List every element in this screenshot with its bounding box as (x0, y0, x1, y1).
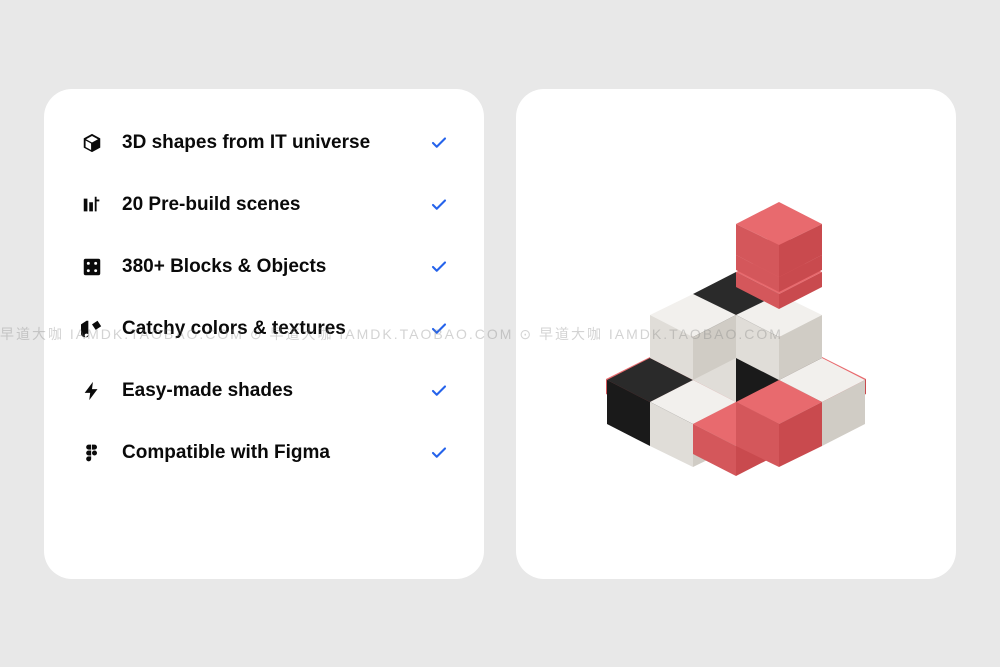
feature-label: Easy-made shades (122, 380, 412, 402)
feature-row: 20 Pre-build scenes (80, 193, 448, 217)
features-card: 3D shapes from IT universe 20 Pre-build … (44, 89, 484, 579)
check-icon (430, 320, 448, 338)
feature-label: 20 Pre-build scenes (122, 194, 412, 216)
check-icon (430, 444, 448, 462)
feature-row: Catchy colors & textures (80, 317, 448, 341)
bolt-icon (80, 379, 104, 403)
check-icon (430, 258, 448, 276)
check-icon (430, 382, 448, 400)
isometric-cubes-illustration (566, 144, 906, 524)
feature-row: 380+ Blocks & Objects (80, 255, 448, 279)
feature-row: Compatible with Figma (80, 441, 448, 465)
feature-label: Catchy colors & textures (122, 318, 412, 340)
feature-label: 3D shapes from IT universe (122, 132, 412, 154)
illustration-card (516, 89, 956, 579)
scenes-icon (80, 193, 104, 217)
blocks-icon (80, 255, 104, 279)
feature-row: 3D shapes from IT universe (80, 131, 448, 155)
check-icon (430, 196, 448, 214)
palette-icon (80, 317, 104, 341)
figma-icon (80, 441, 104, 465)
check-icon (430, 134, 448, 152)
feature-row: Easy-made shades (80, 379, 448, 403)
feature-label: Compatible with Figma (122, 442, 412, 464)
feature-label: 380+ Blocks & Objects (122, 256, 412, 278)
cube-icon (80, 131, 104, 155)
